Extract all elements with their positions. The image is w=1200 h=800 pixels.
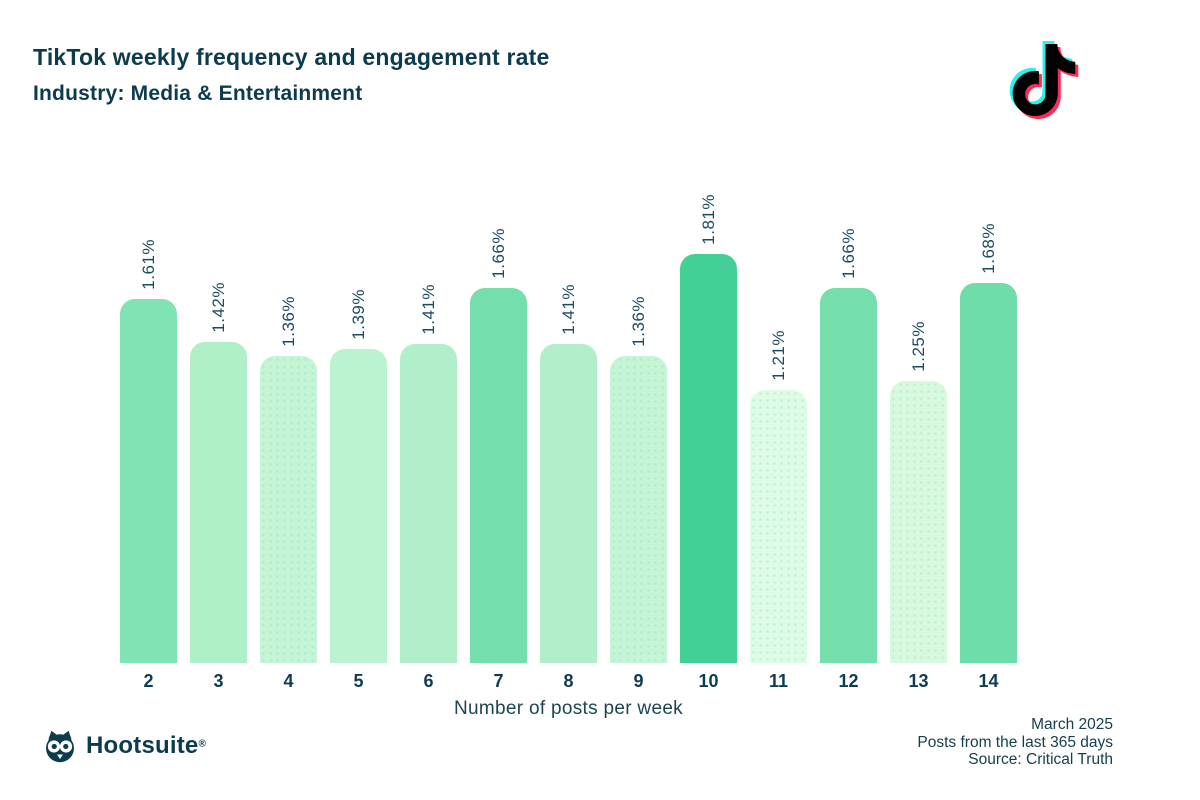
bar-column: 1.36% 9 <box>610 296 667 700</box>
bar-value-label: 1.25% <box>908 321 928 372</box>
hootsuite-logo: Hootsuite® <box>42 727 206 765</box>
bar[interactable] <box>260 356 317 663</box>
x-axis-tick-label: 8 <box>563 671 574 691</box>
bar[interactable] <box>540 344 597 663</box>
bar-value-label: 1.81% <box>698 194 718 245</box>
meta-source: Source: Critical Truth <box>968 751 1113 768</box>
bar[interactable] <box>190 342 247 663</box>
x-axis-tick-label: 14 <box>978 671 999 691</box>
bar[interactable] <box>890 381 947 663</box>
registered-mark: ® <box>198 738 206 750</box>
bar-value-label: 1.41% <box>418 284 438 335</box>
bar-value-label: 1.21% <box>768 330 788 381</box>
x-axis-tick-label: 2 <box>143 671 154 691</box>
chart-metadata: March 2025 Posts from the last 365 days … <box>917 716 1113 769</box>
bar-column: 1.66% 12 <box>820 228 877 700</box>
x-axis-tick-label: 13 <box>908 671 929 691</box>
bar-column: 1.25% 13 <box>890 321 947 700</box>
x-axis-tick-label: 10 <box>698 671 719 691</box>
bar-value-label: 1.42% <box>208 282 228 333</box>
bar-column: 1.41% 6 <box>400 284 457 700</box>
x-axis-tick-label: 12 <box>838 671 859 691</box>
bar-column: 1.61% 2 <box>120 239 177 700</box>
bar-value-label: 1.68% <box>978 223 998 274</box>
chart-header: TikTok weekly frequency and engagement r… <box>33 44 549 106</box>
bar-column: 1.66% 7 <box>470 228 527 700</box>
x-axis-tick-label: 6 <box>423 671 434 691</box>
bar-value-label: 1.36% <box>628 296 648 347</box>
page-subtitle: Industry: Media & Entertainment <box>33 82 363 105</box>
bar-column: 1.39% 5 <box>330 289 387 700</box>
bar[interactable] <box>120 299 177 663</box>
tiktok-logo-icon <box>1009 41 1079 120</box>
bar[interactable] <box>750 390 807 663</box>
bar-column: 1.68% 14 <box>960 223 1017 700</box>
bar-column: 1.81% 10 <box>680 194 737 700</box>
bar-value-label: 1.66% <box>838 228 858 279</box>
bar-value-label: 1.66% <box>488 228 508 279</box>
x-axis-tick-label: 4 <box>283 671 294 691</box>
meta-range: Posts from the last 365 days <box>917 733 1113 751</box>
x-axis-tick-label: 3 <box>213 671 224 691</box>
bar[interactable] <box>960 283 1017 663</box>
x-axis-title: Number of posts per week <box>454 698 683 719</box>
bar[interactable] <box>330 349 387 663</box>
x-axis-tick-label: 11 <box>768 671 789 691</box>
bar-column: 1.41% 8 <box>540 284 597 700</box>
bar-value-label: 1.61% <box>138 239 158 290</box>
meta-date: March 2025 <box>1031 716 1113 733</box>
bar[interactable] <box>820 288 877 663</box>
bar-value-label: 1.41% <box>558 284 578 335</box>
x-axis-tick-label: 9 <box>633 671 644 691</box>
x-axis-tick-label: 5 <box>353 671 364 691</box>
bar-value-label: 1.36% <box>278 296 298 347</box>
page-title: TikTok weekly frequency and engagement r… <box>33 44 550 70</box>
bar[interactable] <box>610 356 667 663</box>
brand-name: Hootsuite® <box>86 732 206 759</box>
bar-column: 1.42% 3 <box>190 282 247 700</box>
bar-column: 1.36% 4 <box>260 296 317 700</box>
bar[interactable] <box>470 288 527 663</box>
bar[interactable] <box>680 254 737 663</box>
x-axis-tick-label: 7 <box>493 671 504 691</box>
bar-value-label: 1.39% <box>348 289 368 340</box>
bar-chart: 1.61% 2 1.42% 3 1.36% 4 1.39% 5 1.41% 6 1.66% 7 1.41… <box>120 194 1017 700</box>
bar[interactable] <box>400 344 457 663</box>
bar-column: 1.21% 11 <box>750 330 807 700</box>
owl-icon <box>46 730 74 763</box>
